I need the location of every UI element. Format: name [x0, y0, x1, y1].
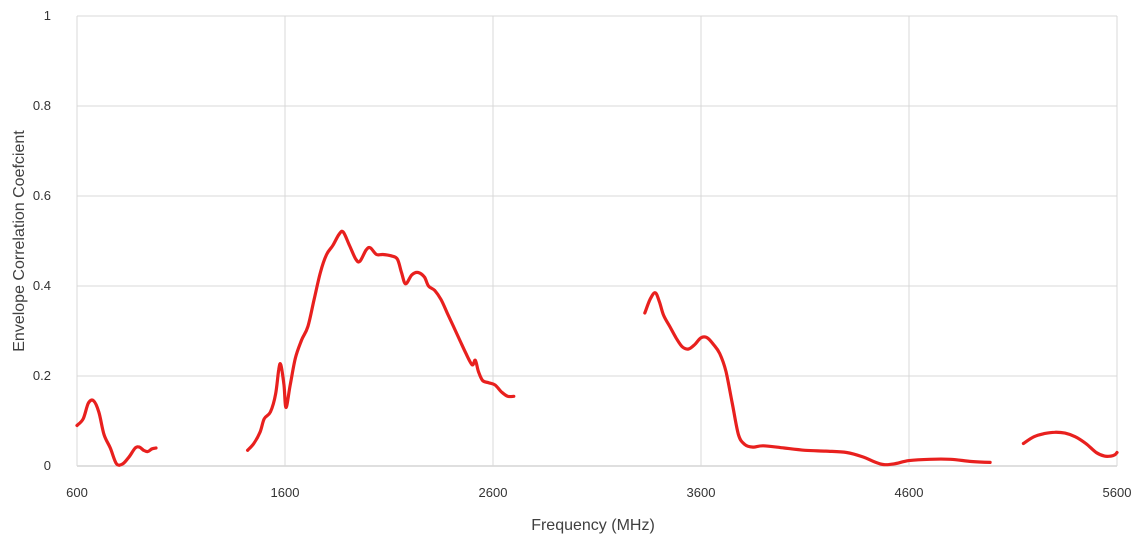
y-tick-labels: 0 0.2 0.4 0.6 0.8 1 [33, 8, 51, 473]
x-tick-labels: 600 1600 2600 3600 4600 5600 [66, 485, 1131, 500]
y-tick-label: 0.2 [33, 368, 51, 383]
x-tick-label: 4600 [895, 485, 924, 500]
series-line-segment [643, 291, 992, 467]
x-axis-title: Frequency (MHz) [531, 517, 655, 534]
x-tick-label: 5600 [1103, 485, 1132, 500]
y-tick-label: 1 [44, 8, 51, 23]
x-tick-label: 3600 [687, 485, 716, 500]
series-line-segment [246, 229, 516, 452]
x-tick-label: 1600 [271, 485, 300, 500]
y-tick-label: 0.4 [33, 278, 51, 293]
y-tick-label: 0.8 [33, 98, 51, 113]
y-tick-label: 0.6 [33, 188, 51, 203]
x-tick-label: 600 [66, 485, 88, 500]
series-line-segment [1021, 430, 1119, 459]
series-line-segment [75, 398, 158, 467]
y-axis-title: Envelope Correlation Coefcient [11, 130, 28, 352]
grid [76, 15, 1118, 467]
x-tick-label: 2600 [479, 485, 508, 500]
y-tick-label: 0 [44, 458, 51, 473]
series-group [75, 229, 1119, 467]
